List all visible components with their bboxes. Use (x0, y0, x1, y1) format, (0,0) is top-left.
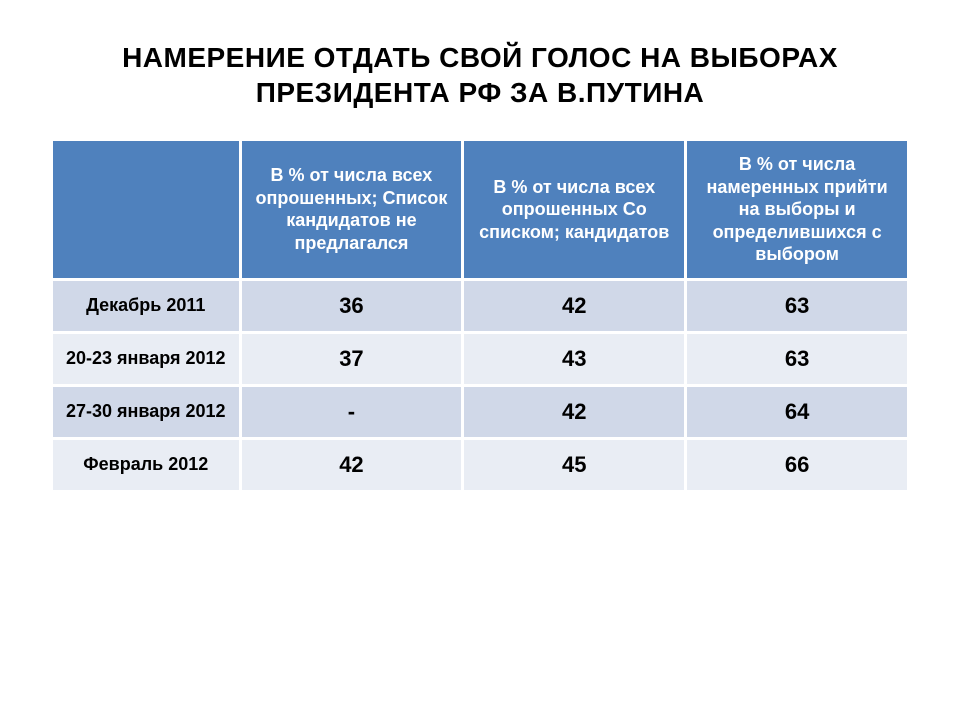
cell-value: 42 (463, 385, 686, 438)
row-label: Февраль 2012 (52, 438, 241, 491)
cell-value: 63 (686, 279, 909, 332)
cell-value: 36 (240, 279, 463, 332)
title-line-2: ПРЕЗИДЕНТА РФ ЗА В.ПУТИНА (256, 77, 705, 108)
slide-title: НАМЕРЕНИЕ ОТДАТЬ СВОЙ ГОЛОС НА ВЫБОРАХ П… (50, 40, 910, 110)
header-col-1: В % от числа всех опрошенных; Список кан… (240, 140, 463, 280)
table-row: Февраль 2012 42 45 66 (52, 438, 909, 491)
title-line-1: НАМЕРЕНИЕ ОТДАТЬ СВОЙ ГОЛОС НА ВЫБОРАХ (122, 42, 838, 73)
cell-value: 42 (463, 279, 686, 332)
row-label: 27-30 января 2012 (52, 385, 241, 438)
table-row: Декабрь 2011 36 42 63 (52, 279, 909, 332)
cell-value: 43 (463, 332, 686, 385)
row-label: 20-23 января 2012 (52, 332, 241, 385)
slide: НАМЕРЕНИЕ ОТДАТЬ СВОЙ ГОЛОС НА ВЫБОРАХ П… (0, 0, 960, 720)
header-col-3: В % от числа намеренных прийти на выборы… (686, 140, 909, 280)
table-row: 27-30 января 2012 - 42 64 (52, 385, 909, 438)
cell-value: 64 (686, 385, 909, 438)
cell-value: 37 (240, 332, 463, 385)
table-row: 20-23 января 2012 37 43 63 (52, 332, 909, 385)
cell-value: 66 (686, 438, 909, 491)
header-blank (52, 140, 241, 280)
row-label: Декабрь 2011 (52, 279, 241, 332)
poll-table: В % от числа всех опрошенных; Список кан… (50, 138, 910, 493)
cell-value: 45 (463, 438, 686, 491)
cell-value: 42 (240, 438, 463, 491)
cell-value: - (240, 385, 463, 438)
cell-value: 63 (686, 332, 909, 385)
table-header-row: В % от числа всех опрошенных; Список кан… (52, 140, 909, 280)
header-col-2: В % от числа всех опрошенных Со списком;… (463, 140, 686, 280)
